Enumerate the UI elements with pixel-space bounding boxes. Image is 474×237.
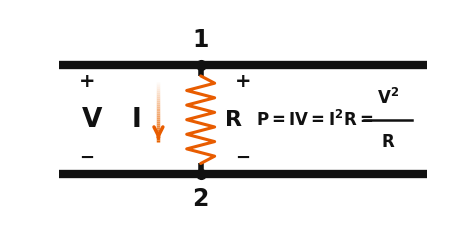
Text: $\mathbf{R}$: $\mathbf{R}$ (381, 132, 395, 150)
Text: R: R (225, 110, 242, 130)
Text: $\mathbf{P{=}IV{=}I^2R{=}}$: $\mathbf{P{=}IV{=}I^2R{=}}$ (256, 110, 373, 130)
Text: 1: 1 (192, 28, 209, 52)
Text: −: − (236, 149, 250, 167)
Text: V: V (82, 107, 102, 133)
Text: 2: 2 (192, 187, 209, 211)
Text: +: + (235, 72, 251, 91)
Text: +: + (79, 72, 95, 91)
Text: I: I (131, 107, 141, 133)
Text: $\mathbf{V^2}$: $\mathbf{V^2}$ (377, 88, 399, 108)
Text: −: − (79, 149, 94, 167)
